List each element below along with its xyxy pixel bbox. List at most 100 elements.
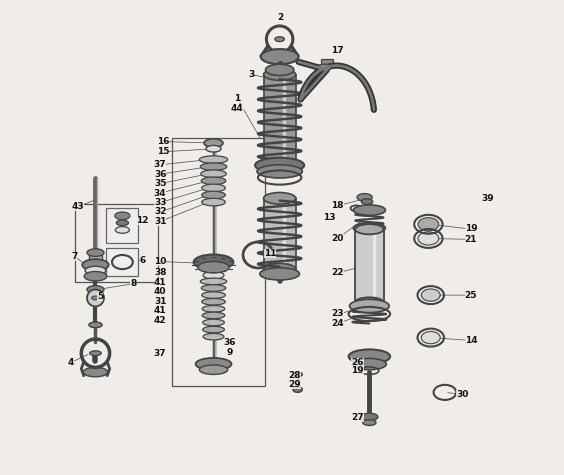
Ellipse shape [349,350,390,363]
Text: 25: 25 [465,291,477,300]
Ellipse shape [83,367,108,377]
Bar [75,204,158,282]
Ellipse shape [261,49,298,64]
Ellipse shape [198,262,229,273]
Text: 18: 18 [332,201,344,210]
Ellipse shape [353,223,385,233]
Ellipse shape [206,145,221,152]
Ellipse shape [199,365,228,374]
Text: 9: 9 [227,348,233,357]
Ellipse shape [90,351,101,356]
Ellipse shape [89,322,102,328]
Ellipse shape [202,319,224,326]
Ellipse shape [263,192,296,204]
Ellipse shape [362,199,373,204]
Ellipse shape [355,224,384,234]
Text: 38: 38 [154,268,166,277]
Text: 30: 30 [456,390,469,399]
Text: 12: 12 [136,217,149,226]
Ellipse shape [361,413,378,421]
Text: 19: 19 [465,225,477,234]
Text: 26: 26 [351,358,364,367]
Ellipse shape [115,212,130,219]
Ellipse shape [363,420,376,426]
Ellipse shape [87,249,104,256]
Ellipse shape [199,156,228,163]
Text: 5: 5 [97,292,103,301]
Text: 17: 17 [332,47,344,56]
Text: 42: 42 [154,316,166,324]
Text: 40: 40 [154,287,166,296]
Text: 31: 31 [154,217,166,226]
Text: 31: 31 [154,297,166,306]
Text: 21: 21 [465,235,477,244]
Text: 23: 23 [332,310,344,319]
Ellipse shape [201,177,226,185]
Ellipse shape [203,272,224,279]
Text: 37: 37 [154,349,166,358]
Bar [355,229,384,303]
Ellipse shape [84,272,107,281]
Text: 7: 7 [71,252,77,261]
Ellipse shape [202,305,225,312]
Ellipse shape [202,198,226,206]
Text: 16: 16 [157,137,169,146]
Ellipse shape [355,297,384,307]
Ellipse shape [352,359,386,370]
Text: 8: 8 [130,279,136,288]
Text: 4: 4 [67,358,74,367]
Text: 28: 28 [289,371,301,380]
Ellipse shape [92,296,99,300]
Ellipse shape [263,69,296,80]
Ellipse shape [418,218,439,231]
Ellipse shape [202,326,224,333]
Text: 39: 39 [481,194,494,203]
Bar [107,248,138,276]
Bar [89,253,102,260]
Text: 15: 15 [157,147,169,156]
Ellipse shape [293,387,302,392]
Text: 37: 37 [154,160,166,169]
Ellipse shape [196,358,231,370]
Ellipse shape [202,184,226,192]
Ellipse shape [257,165,302,178]
Ellipse shape [200,278,227,285]
Ellipse shape [421,289,440,301]
Text: 41: 41 [154,306,166,315]
Text: 11: 11 [264,248,276,257]
Bar [321,58,333,66]
Text: 29: 29 [288,380,301,390]
Text: 13: 13 [323,213,336,222]
Ellipse shape [116,220,129,226]
Text: 20: 20 [332,234,344,243]
Text: 6: 6 [139,256,146,265]
Text: 27: 27 [351,413,364,422]
Text: 24: 24 [332,319,344,328]
Ellipse shape [202,312,225,319]
Ellipse shape [266,64,294,76]
Text: 22: 22 [332,268,344,277]
Ellipse shape [293,372,302,377]
Bar [173,138,265,386]
Ellipse shape [255,158,304,173]
Bar [263,198,296,269]
Ellipse shape [357,194,372,201]
Ellipse shape [421,332,440,344]
Ellipse shape [263,263,296,275]
Ellipse shape [85,266,106,275]
Ellipse shape [203,333,224,340]
Ellipse shape [115,227,130,233]
Text: 2: 2 [277,13,284,22]
Ellipse shape [193,255,233,270]
Text: 44: 44 [231,104,244,113]
Text: 36: 36 [224,338,236,347]
Text: 34: 34 [154,189,166,198]
Ellipse shape [202,298,226,305]
Text: 10: 10 [154,257,166,266]
Ellipse shape [201,170,226,178]
Text: 35: 35 [154,179,166,188]
Ellipse shape [263,159,296,170]
Ellipse shape [318,64,331,71]
Ellipse shape [275,37,284,41]
Ellipse shape [87,285,104,293]
